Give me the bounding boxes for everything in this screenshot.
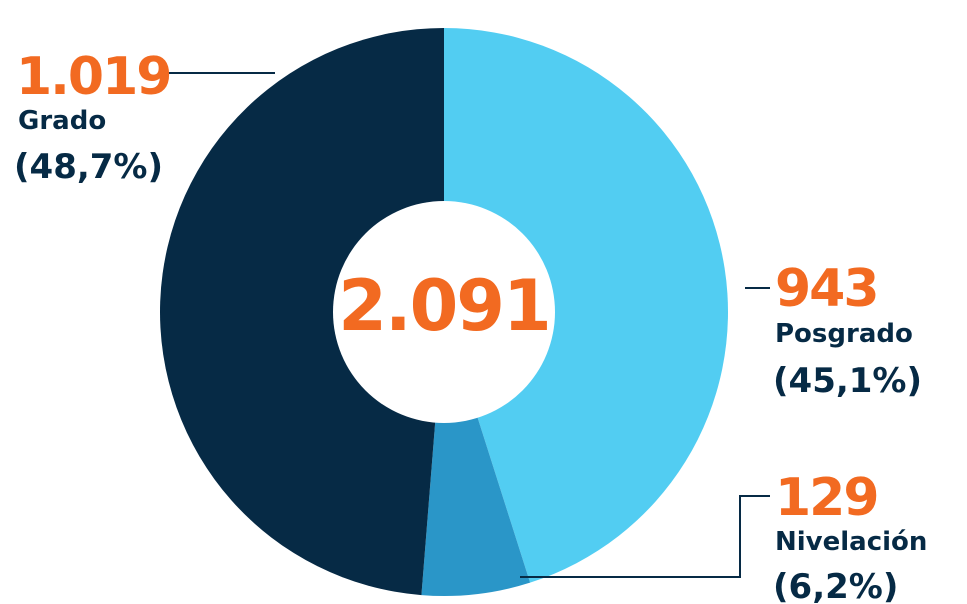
slice-name-posgrado: Posgrado: [775, 319, 913, 349]
slice-value-posgrado: 943: [775, 259, 878, 319]
leader-line-nivelacion: [520, 495, 770, 578]
slice-posgrado: [444, 28, 728, 583]
slice-percent-posgrado: (45,1%): [773, 361, 922, 401]
slice-percent-grado: (48,7%): [14, 147, 163, 187]
slice-grado: [160, 28, 444, 596]
slice-value-grado: 1.019: [16, 47, 170, 107]
slice-value-nivelacion: 129: [775, 468, 878, 528]
slice-name-nivelacion: Nivelación: [775, 527, 927, 557]
slice-percent-nivelacion: (6,2%): [773, 567, 898, 604]
total-value: 2.091: [338, 265, 549, 347]
donut-hole: [333, 201, 555, 423]
slice-name-grado: Grado: [18, 106, 106, 136]
